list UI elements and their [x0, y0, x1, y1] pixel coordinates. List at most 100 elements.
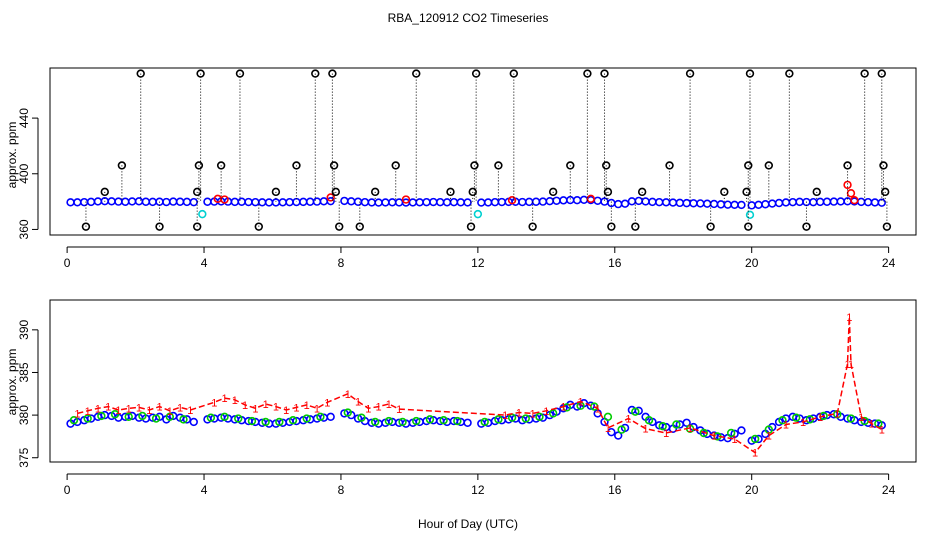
bottom-blue-point: [634, 406, 643, 416]
bottom-red-1-point: 1: [711, 431, 717, 443]
top-main-blue-point: [107, 197, 116, 206]
top-black-upper-spikes-point: [509, 69, 519, 78]
top-main-blue-point: [822, 197, 832, 206]
bottom-red-1-point: 1: [187, 405, 193, 417]
bottom-red-1-point: 1: [386, 399, 392, 411]
top-main-blue-point: [162, 197, 171, 207]
bottom-red-1-point: 1: [355, 396, 361, 408]
top-main-blue-point: [566, 195, 575, 205]
top-black-upper-spikes-point: [117, 161, 127, 170]
top-main-blue-point: [857, 197, 866, 207]
bottom-green-point: [138, 411, 147, 421]
top-black-upper-spikes-point: [329, 161, 339, 170]
top-black-upper-spikes-point: [412, 69, 421, 78]
bottom-red-1-point: 1: [85, 406, 91, 418]
top-main-blue-point: [258, 198, 267, 207]
bottom-green-point: [726, 428, 736, 438]
bottom-red-1-point: 1: [577, 396, 583, 408]
bottom-green-point: [425, 415, 435, 424]
bottom-green-point: [658, 421, 667, 431]
bottom-blue-point: [586, 401, 596, 410]
top-black-upper-spikes-point: [566, 161, 575, 170]
bottom-green-point: [576, 401, 585, 410]
bottom-red-1-point: 1: [232, 395, 238, 407]
top-black-upper-spikes-point: [331, 187, 341, 197]
bottom-x-tick-label: 8: [338, 483, 345, 497]
bottom-green-point: [672, 420, 681, 429]
bottom-green-point: [357, 413, 366, 422]
top-main-blue-point: [169, 197, 178, 206]
top-y-tick-label: 360: [17, 219, 31, 239]
top-main-blue-point: [312, 197, 322, 206]
bottom-red-1-point: 1: [516, 408, 522, 420]
top-black-upper-spikes-point: [192, 187, 202, 197]
top-x-tick-label: 24: [882, 256, 896, 270]
bottom-blue-point: [538, 413, 548, 422]
top-black-upper-spikes-point: [744, 161, 753, 170]
top-black-upper-spikes-point: [637, 187, 647, 197]
bottom-red-1-point: 1: [783, 419, 789, 431]
top-main-blue-point: [634, 196, 643, 206]
top-black-upper-spikes-point: [370, 187, 380, 197]
top-main-blue-point: [182, 197, 192, 207]
bottom-green-point: [750, 434, 760, 444]
chart-title: RBA_120912 CO2 Timeseries: [388, 11, 549, 25]
bottom-blue-point: [614, 431, 623, 440]
top-red-point: [586, 194, 596, 204]
bottom-red-1-point: 1: [242, 400, 248, 412]
top-main-blue-point: [579, 195, 589, 204]
bottom-y-tick-label: 380: [17, 405, 31, 425]
bottom-x-tick-label: 24: [882, 483, 896, 497]
top-main-blue-point: [497, 197, 507, 207]
top-y-axis-label: approx. ppm: [5, 122, 19, 189]
bottom-y-tick-label: 375: [17, 447, 31, 467]
top-main-blue-point: [175, 197, 185, 206]
top-main-blue-point: [121, 197, 130, 206]
bottom-red-1-point: 1: [543, 406, 549, 418]
top-black-upper-spikes-point: [879, 161, 888, 170]
bottom-red-1-point: 1: [663, 428, 669, 440]
bottom-green-point: [151, 414, 161, 423]
bottom-red-1-point: 1: [146, 405, 152, 417]
top-main-blue-point: [134, 197, 144, 206]
bottom-red-1-point: 1: [263, 399, 269, 411]
bottom-blue-point: [189, 417, 198, 427]
top-main-blue-point: [696, 199, 705, 208]
top-red-point: [326, 193, 335, 202]
top-main-blue-point: [829, 197, 839, 206]
bottom-red-1-point: 1: [530, 408, 536, 420]
top-main-blue-point: [436, 197, 445, 207]
top-main-blue-point: [271, 198, 281, 207]
top-main-blue-point: [815, 197, 825, 207]
bottom-green-point: [288, 416, 298, 425]
bottom-y-tick-label: 390: [17, 320, 31, 340]
top-main-blue-point: [203, 197, 212, 206]
top-main-blue-point: [278, 198, 287, 207]
top-red-point: [401, 195, 411, 204]
top-main-blue-point: [456, 198, 465, 207]
top-black-upper-spikes-point: [328, 69, 337, 78]
top-black-lower-point: [744, 222, 753, 231]
bottom-blue-point: [326, 412, 335, 422]
top-main-blue-point: [709, 199, 719, 209]
bottom-red-1-point: 1: [846, 312, 852, 324]
top-main-blue-point: [408, 198, 418, 207]
bottom-red-series-line: [77, 317, 883, 454]
top-black-upper-spikes-point: [745, 69, 755, 78]
top-main-blue-point: [682, 198, 691, 208]
top-cyan-point: [473, 209, 483, 219]
top-black-upper-spikes-point: [583, 69, 592, 78]
top-main-blue-point: [620, 199, 630, 208]
bottom-blue-point: [737, 426, 746, 435]
top-x-tick-label: 16: [608, 256, 622, 270]
bottom-green-point: [247, 416, 257, 426]
bottom-red-1-point: 1: [502, 410, 508, 422]
top-main-blue-point: [675, 198, 685, 208]
top-main-blue-point: [429, 197, 438, 207]
top-main-blue-point: [716, 200, 726, 209]
top-black-upper-spikes-point: [494, 161, 503, 170]
bottom-y-axis: 375 380 385 390: [17, 320, 39, 468]
top-red-point: [843, 180, 852, 190]
top-main-blue-point: [723, 200, 732, 209]
